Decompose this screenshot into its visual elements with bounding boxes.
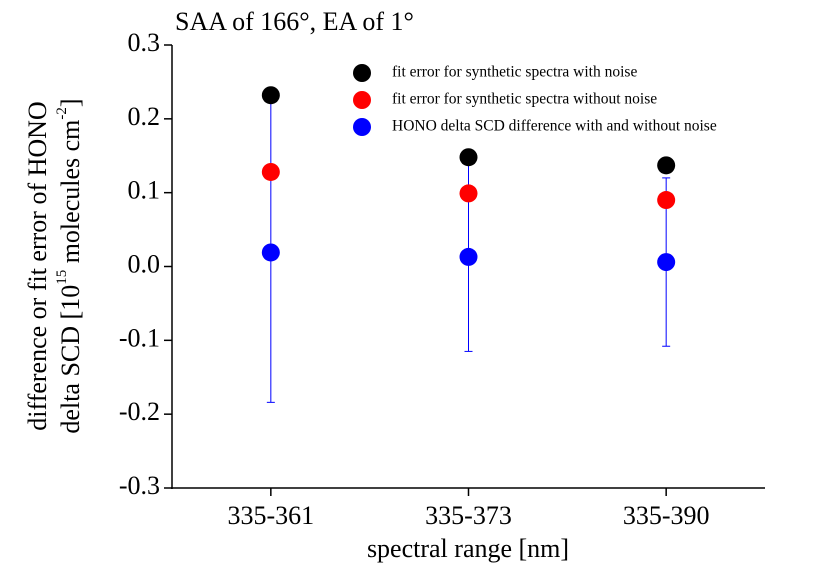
point	[459, 247, 478, 266]
x-tick-label: 335-361	[227, 501, 314, 530]
legend-marker	[353, 91, 371, 109]
y-label-sup: -2	[54, 107, 70, 120]
y-tick-label: 0.3	[128, 28, 161, 57]
point	[261, 243, 280, 262]
legend-label: fit error for synthetic spectra with noi…	[392, 64, 637, 81]
y-tick-label: 0.1	[128, 176, 161, 205]
point	[261, 86, 280, 105]
legend-label: fit error for synthetic spectra without …	[392, 91, 657, 108]
legend-label: HONO delta SCD difference with and witho…	[392, 118, 717, 135]
y-label-part: ]	[56, 98, 85, 107]
x-tick-label: 335-390	[623, 501, 710, 530]
y-label-part: molecules cm	[56, 120, 85, 270]
point	[459, 148, 478, 167]
y-axis-label: difference or fit error of HONO delta SC…	[23, 98, 85, 433]
y-tick-label: -0.1	[119, 323, 160, 352]
chart-title: SAA of 166°, EA of 1°	[175, 7, 414, 36]
y-label-line: difference or fit error of HONO	[23, 101, 52, 430]
y-label-line: delta SCD [1015 molecules cm-2]	[54, 98, 85, 433]
y-label-part: delta SCD [10	[56, 285, 85, 434]
point	[657, 253, 676, 272]
point	[657, 156, 676, 175]
y-tick-label: -0.3	[119, 471, 160, 500]
x-tick-label: 335-373	[425, 501, 512, 530]
y-tick-label: 0.2	[128, 102, 161, 131]
y-tick-label: 0.0	[128, 249, 161, 278]
x-axis-label: spectral range [nm]	[367, 534, 569, 563]
point	[459, 184, 478, 203]
point	[261, 162, 280, 181]
legend-marker	[353, 118, 371, 136]
y-label-sup: 15	[54, 270, 70, 285]
point	[657, 191, 676, 210]
legend-marker	[353, 64, 371, 82]
y-tick-label: -0.2	[119, 397, 160, 426]
